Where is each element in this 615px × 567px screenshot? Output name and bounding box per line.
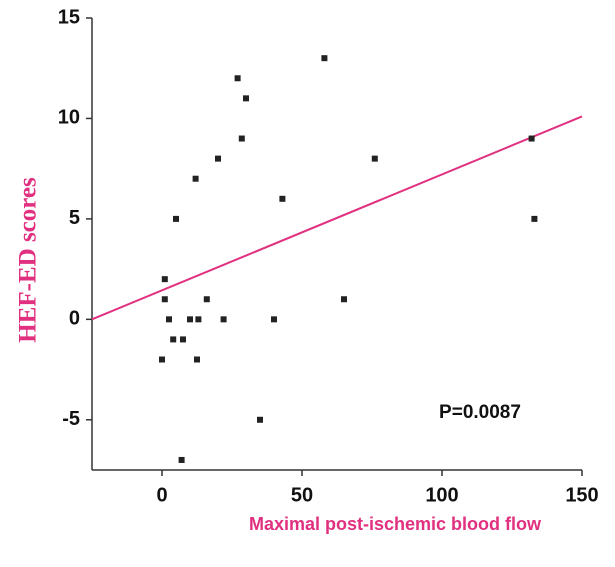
fit-line (91, 115, 583, 321)
point (170, 336, 177, 343)
point (279, 195, 286, 202)
point (271, 316, 277, 323)
point (192, 175, 199, 182)
point (203, 296, 210, 303)
point (341, 296, 347, 303)
point (371, 155, 378, 162)
y-tick-label: -5 (62, 408, 80, 430)
x-tick-label: 50 (291, 484, 313, 506)
point (257, 416, 263, 423)
point (243, 95, 249, 102)
point (238, 135, 245, 142)
point (187, 316, 193, 323)
x-tick-label: 0 (156, 484, 167, 506)
point (161, 296, 168, 303)
point (528, 135, 535, 142)
point (194, 356, 200, 363)
y-tick-label: 10 (58, 107, 80, 129)
x-tick-label: 150 (565, 484, 598, 506)
point (161, 276, 168, 283)
point (166, 316, 172, 323)
y-tick-label: 0 (69, 308, 80, 330)
point (180, 336, 186, 343)
point (531, 215, 538, 222)
point (195, 316, 202, 323)
point (321, 55, 328, 62)
point (215, 155, 221, 162)
y-tick-label: 5 (69, 207, 80, 229)
x-axis-label: Maximal post-ischemic blood flow (249, 514, 542, 534)
point (178, 456, 185, 463)
annotation: P=0.0087 (439, 402, 521, 423)
point (220, 316, 227, 323)
point (173, 215, 179, 222)
y-axis-label: HEF-ED scores (15, 177, 42, 343)
x-tick-label: 100 (425, 484, 458, 506)
point (159, 356, 165, 363)
y-tick-label: 15 (58, 6, 80, 28)
point (234, 75, 241, 82)
